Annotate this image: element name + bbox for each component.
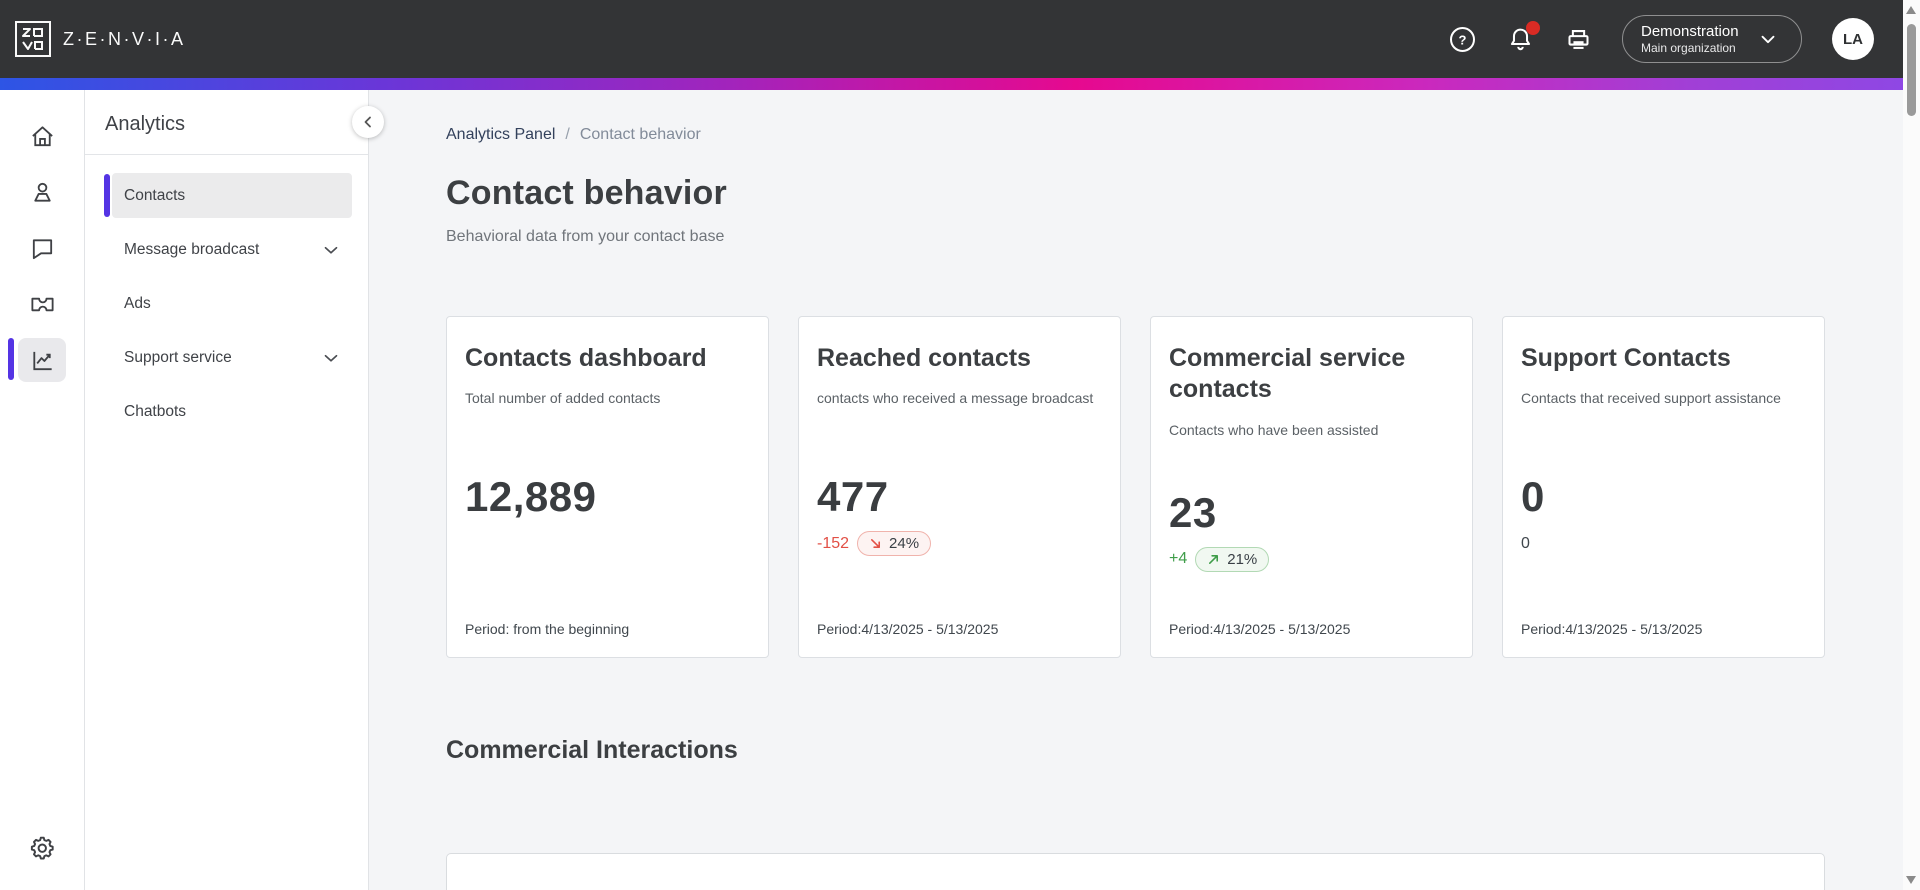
breadcrumb-parent-link[interactable]: Analytics Panel [446, 126, 556, 143]
card-title: Commercial service contacts [1169, 344, 1406, 404]
card-period: Period:4/13/2025 - 5/13/2025 [817, 620, 999, 637]
sidebar-item-label: Chatbots [124, 402, 187, 420]
card-title: Contacts dashboard [465, 344, 707, 372]
commercial-interactions-card [446, 853, 1825, 890]
notifications-button[interactable] [1506, 21, 1540, 53]
kpi-card-support-contacts: Support Contacts Contacts that received … [1502, 316, 1825, 658]
kpi-card-commercial-service-contacts: Commercial service contacts Contacts who… [1150, 316, 1473, 658]
icon-rail [0, 90, 85, 890]
ticket-icon [30, 297, 54, 311]
rail-item-settings[interactable] [0, 820, 85, 876]
sidebar-item-message-broadcast[interactable]: Message broadcast [112, 227, 352, 272]
sidebar-nav: Contacts Message broadcast Ads Support s… [85, 155, 368, 434]
card-value: 477 [817, 473, 889, 521]
notification-badge [1526, 21, 1540, 35]
sidebar-item-label: Ads [124, 294, 151, 312]
sidebar-item-label: Message broadcast [124, 240, 260, 258]
printer-icon [1567, 29, 1589, 49]
person-icon [33, 182, 51, 202]
trend-badge-up: 21% [1195, 546, 1270, 572]
avatar-initials: LA [1843, 30, 1863, 48]
page-title: Contact behavior [446, 174, 727, 212]
card-delta-row [465, 529, 748, 559]
bell-icon [1510, 28, 1530, 50]
user-avatar[interactable]: LA [1832, 18, 1874, 60]
help-icon: ? [1449, 26, 1475, 52]
card-title: Reached contacts [817, 344, 1031, 372]
card-description: contacts who received a message broadcas… [817, 390, 1094, 407]
chevron-down-icon [1761, 35, 1774, 44]
card-description: Contacts that received support assistanc… [1521, 390, 1781, 407]
card-title: Support Contacts [1521, 344, 1731, 372]
sidebar-item-ads[interactable]: Ads [112, 281, 352, 326]
scrollbar-thumb[interactable] [1907, 24, 1916, 116]
main-content: Analytics Panel / Contact behavior Conta… [369, 90, 1920, 890]
card-delta-row: +4 21% [1169, 544, 1452, 574]
print-button[interactable] [1564, 25, 1592, 53]
gear-icon [30, 836, 54, 860]
organization-subtitle: Main organization [1641, 41, 1736, 55]
brand-wordmark: Z·E·N·V·I·A [63, 28, 186, 49]
card-period: Period:4/13/2025 - 5/13/2025 [1169, 620, 1351, 637]
card-delta: 0 [1521, 534, 1530, 552]
breadcrumb: Analytics Panel / Contact behavior [446, 126, 1920, 144]
trend-up-icon [1209, 554, 1219, 564]
vertical-scrollbar[interactable] [1903, 0, 1920, 890]
card-delta: -152 [817, 534, 850, 552]
card-value: 0 [1521, 473, 1545, 521]
card-period: Period:4/13/2025 - 5/13/2025 [1521, 620, 1703, 637]
sidebar-item-label: Contacts [124, 186, 186, 204]
sidebar-item-contacts[interactable]: Contacts [104, 173, 352, 218]
trend-badge-down: 24% [857, 531, 932, 557]
rail-item-analytics[interactable] [0, 332, 85, 388]
rail-item-tickets[interactable] [0, 276, 85, 332]
organization-name: Demonstration [1641, 23, 1739, 40]
page-subtitle: Behavioral data from your contact base [446, 228, 725, 245]
sidebar-item-chatbots[interactable]: Chatbots [112, 389, 352, 434]
sidebar-title: Analytics [105, 113, 186, 135]
rail-item-conversations[interactable] [0, 220, 85, 276]
card-description: Contacts who have been assisted [1169, 421, 1379, 438]
card-description: Total number of added contacts [465, 390, 661, 407]
sidebar-collapse-button[interactable] [352, 106, 384, 138]
brand-gradient-bar [0, 78, 1920, 90]
breadcrumb-separator: / [565, 126, 570, 143]
sidebar-item-label: Support service [124, 348, 232, 366]
sidebar-item-support-service[interactable]: Support service [112, 335, 352, 380]
card-value: 23 [1169, 489, 1217, 537]
brand[interactable]: Z·E·N·V·I·A [14, 20, 185, 58]
kpi-card-contacts-dashboard: Contacts dashboard Total number of added… [446, 316, 769, 658]
card-value: 12,889 [465, 473, 597, 521]
chevron-down-icon [324, 354, 338, 362]
help-button[interactable]: ? [1448, 25, 1476, 53]
home-icon [31, 125, 53, 146]
sidebar-divider [85, 154, 368, 155]
breadcrumb-current: Contact behavior [579, 126, 701, 143]
kpi-card-reached-contacts: Reached contacts contacts who received a… [798, 316, 1121, 658]
section-heading-commercial-interactions: Commercial Interactions [446, 736, 738, 764]
rail-item-contacts[interactable] [0, 164, 85, 220]
organization-selector[interactable]: Demonstration Main organization [1622, 15, 1802, 63]
rail-item-home[interactable] [0, 108, 85, 164]
trend-percent: 21% [1227, 550, 1258, 568]
analytics-sidebar: Analytics Contacts Message broadcast Ads [85, 90, 384, 890]
top-bar: Z·E·N·V·I·A ? [0, 0, 1920, 78]
card-period: Period: from the beginning [465, 620, 630, 637]
trend-percent: 24% [889, 535, 920, 553]
line-chart-icon [32, 351, 52, 370]
card-delta: +4 [1169, 550, 1188, 568]
scrollbar-down-arrow[interactable] [1906, 876, 1916, 884]
scrollbar-up-arrow[interactable] [1906, 6, 1916, 14]
kpi-cards-row: Contacts dashboard Total number of added… [446, 316, 1920, 658]
trend-down-icon [871, 539, 881, 549]
card-delta-row: 0 [1521, 529, 1804, 559]
zenvia-logo-icon [15, 21, 51, 57]
chevron-down-icon [324, 246, 338, 254]
svg-text:?: ? [1458, 32, 1466, 47]
card-delta-row: -152 24% [817, 529, 1100, 559]
chevron-left-icon [364, 116, 371, 128]
chat-bubble-icon [32, 238, 52, 259]
